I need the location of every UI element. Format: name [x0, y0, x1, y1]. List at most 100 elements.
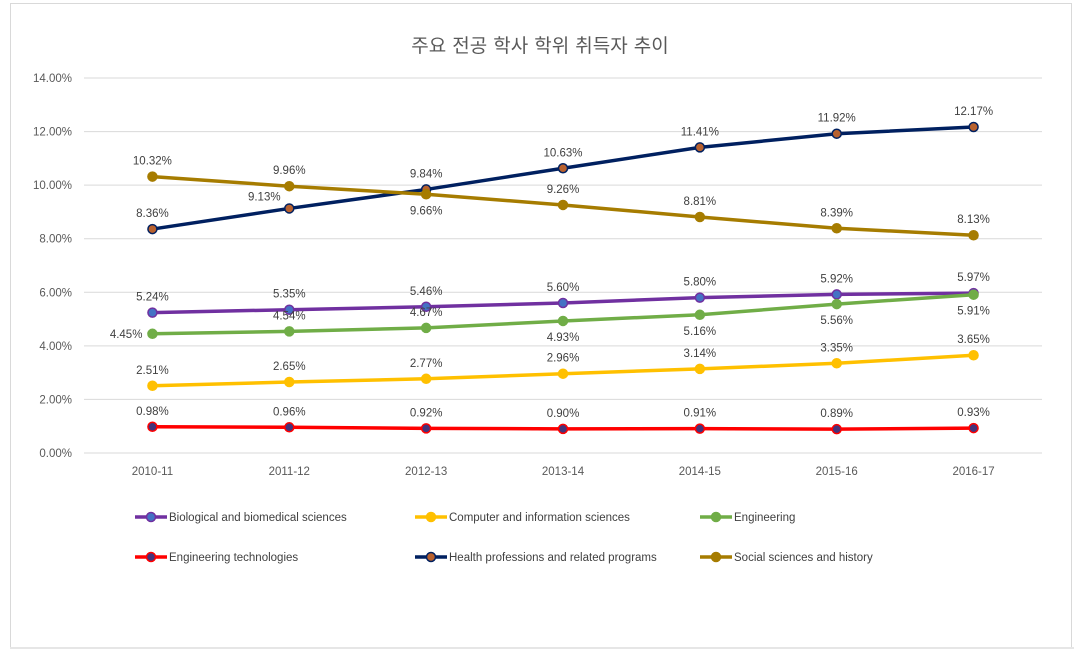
legend-marker-icon — [710, 551, 722, 563]
data-label: 2.65% — [273, 361, 306, 373]
data-point — [420, 373, 432, 385]
data-point — [284, 326, 295, 337]
data-label: 10.63% — [543, 147, 582, 159]
data-label: 9.13% — [248, 191, 281, 203]
data-label: 2.96% — [547, 353, 580, 365]
data-point — [831, 298, 842, 310]
series-social-sciences-and-history — [147, 171, 979, 241]
x-tick-label: 2015-16 — [816, 466, 858, 478]
data-label: 0.96% — [273, 406, 306, 418]
legend-item: Social sciences and history — [700, 551, 873, 564]
data-label: 0.92% — [410, 407, 443, 419]
data-point — [694, 423, 706, 434]
data-point — [284, 422, 295, 433]
data-label: 4.93% — [547, 332, 580, 344]
legend: Biological and biomedical sciences Comput… — [135, 511, 873, 564]
data-label: 5.46% — [410, 286, 443, 298]
data-label: 5.16% — [684, 326, 717, 338]
data-label: 11.41% — [681, 126, 719, 138]
data-label: 12.17% — [954, 106, 993, 118]
data-label: 5.97% — [957, 272, 990, 284]
legend-label: Social sciences and history — [734, 552, 873, 564]
data-point — [831, 358, 842, 369]
legend-label: Engineering — [734, 512, 795, 524]
x-tick-label: 2016-17 — [952, 466, 994, 478]
legend-item: Biological and biomedical sciences — [135, 511, 347, 524]
chart-title: 주요 전공 학사 학위 취득자 추이 — [411, 35, 668, 57]
data-label: 5.80% — [684, 277, 717, 289]
data-label: 5.56% — [820, 315, 853, 327]
y-axis: 0.00% 2.00% 4.00% 6.00% 8.00% 10.00% 12.00% 14.… — [33, 73, 72, 460]
legend-marker-icon — [145, 511, 157, 523]
series-engineering — [147, 289, 979, 340]
data-label: 8.36% — [136, 208, 169, 220]
legend-label: Computer and information sciences — [449, 512, 630, 524]
data-label: 2.77% — [410, 358, 443, 370]
y-tick-label: 6.00% — [39, 287, 72, 299]
data-point — [557, 423, 569, 435]
data-point — [694, 142, 706, 153]
x-axis: 2010-11 2011-12 2012-13 2013-14 2014-15 2015-… — [132, 466, 995, 478]
y-tick-label: 2.00% — [39, 394, 72, 406]
data-label: 11.92% — [818, 113, 856, 125]
series-biological-and-biomedical-sciences — [147, 287, 979, 318]
data-point — [831, 289, 842, 300]
data-point — [420, 189, 432, 200]
data-label: 5.91% — [957, 306, 990, 318]
data-label: 9.84% — [410, 168, 443, 180]
data-label: 9.96% — [273, 165, 306, 177]
data-label: 9.26% — [547, 184, 580, 196]
data-label: 3.65% — [957, 334, 990, 346]
data-point — [557, 199, 569, 211]
data-point — [968, 121, 979, 133]
data-point — [694, 292, 706, 303]
data-point — [284, 203, 295, 214]
x-tick-label: 2013-14 — [542, 466, 585, 478]
data-point — [147, 421, 158, 432]
data-point — [968, 229, 979, 241]
data-label: 4.45% — [110, 329, 143, 341]
data-label: 3.35% — [820, 342, 853, 354]
data-point — [831, 223, 842, 234]
chart-frame-shadow — [10, 647, 1074, 649]
data-point — [420, 301, 432, 312]
data-label: 5.92% — [820, 273, 853, 285]
data-label: 0.90% — [547, 408, 580, 420]
data-point — [284, 180, 295, 192]
data-label: 0.93% — [957, 407, 990, 419]
data-point — [557, 297, 569, 309]
data-point — [968, 349, 979, 361]
data-point — [147, 380, 158, 392]
y-tick-label: 10.00% — [33, 180, 72, 192]
y-tick-label: 0.00% — [39, 448, 72, 460]
legend-marker-icon — [710, 511, 722, 523]
data-point — [694, 309, 706, 321]
data-point — [557, 315, 569, 327]
legend-marker-icon — [425, 551, 437, 563]
data-label: 0.91% — [684, 408, 717, 420]
data-label: 0.98% — [136, 406, 169, 418]
data-point — [557, 368, 569, 379]
data-label: 8.39% — [820, 207, 853, 219]
chart-frame — [10, 3, 1072, 648]
data-point — [147, 328, 158, 340]
data-point — [968, 422, 979, 434]
series-health-professions-and-related-programs — [147, 121, 979, 235]
x-tick-label: 2014-15 — [679, 466, 721, 478]
series-computer-and-information-sciences — [147, 349, 979, 392]
legend-item: Engineering technologies — [135, 551, 298, 564]
data-point — [284, 376, 295, 388]
data-label: 9.66% — [410, 205, 443, 217]
legend-label: Engineering technologies — [169, 552, 298, 564]
data-point — [557, 163, 569, 174]
data-label: 4.54% — [273, 310, 306, 322]
legend-marker-icon — [425, 511, 437, 523]
x-tick-label: 2010-11 — [132, 466, 173, 478]
series-engineering-technologies — [147, 421, 979, 435]
data-point — [694, 363, 706, 375]
data-label: 3.14% — [684, 348, 717, 360]
y-tick-label: 8.00% — [39, 234, 72, 246]
data-point — [420, 322, 432, 334]
y-tick-label: 12.00% — [33, 127, 72, 139]
